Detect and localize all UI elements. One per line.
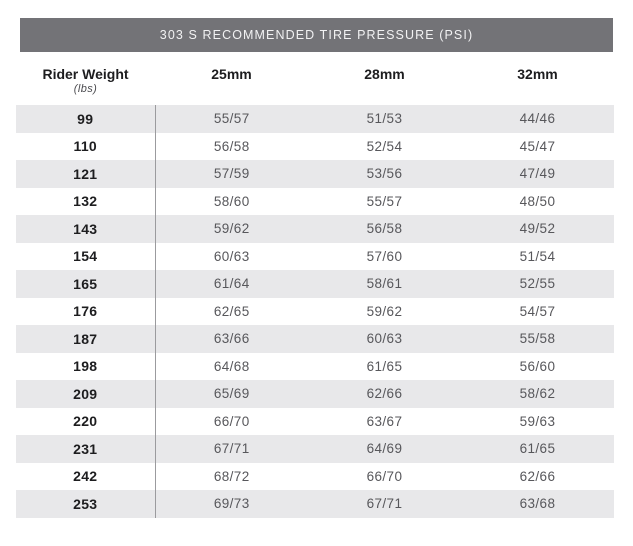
- table-row: 176 62/65 59/62 54/57: [16, 297, 614, 325]
- pressure-value: 52/54: [366, 138, 403, 154]
- pressure-value: 58/62: [519, 386, 556, 402]
- pressure-value: 62/66: [366, 386, 403, 402]
- rider-weight-value: 121: [73, 165, 98, 182]
- column-label: 28mm: [364, 66, 405, 82]
- rider-weight-value: 154: [73, 248, 98, 265]
- rider-weight-value: 253: [73, 495, 98, 512]
- pressure-value: 60/63: [154, 242, 308, 270]
- header-row: Rider Weight (lbs) 25mm 28mm 32mm: [16, 52, 614, 105]
- table-row: 220 66/70 63/67 59/63: [16, 407, 614, 435]
- pressure-value: 59/63: [519, 413, 556, 429]
- pressure-table: Rider Weight (lbs) 25mm 28mm 32mm 99 55/5…: [16, 52, 615, 518]
- table-row: 110 56/58 52/54 45/47: [16, 132, 614, 160]
- table-body: 99 55/57 51/53 44/46 110 56/58 52/54 45/47 121 57…: [16, 105, 614, 518]
- pressure-value: 60/63: [366, 331, 403, 347]
- pressure-value: 59/62: [154, 215, 308, 243]
- column-label: Rider Weight: [42, 66, 129, 82]
- pressure-value: 61/65: [366, 358, 403, 374]
- rider-weight-value: 132: [73, 193, 98, 210]
- table-header: Rider Weight (lbs) 25mm 28mm 32mm: [16, 52, 614, 105]
- rider-weight-value: 165: [73, 275, 98, 292]
- pressure-value: 61/65: [519, 441, 556, 457]
- pressure-value: 47/49: [519, 166, 556, 182]
- pressure-value: 67/71: [154, 435, 308, 463]
- rider-weight-value: 231: [73, 440, 98, 457]
- pressure-value: 58/60: [154, 187, 308, 215]
- pressure-value: 56/58: [154, 132, 308, 160]
- pressure-value: 62/66: [519, 468, 556, 484]
- pressure-value: 57/60: [366, 248, 403, 264]
- pressure-value: 55/57: [154, 105, 308, 133]
- column-header-28mm: 28mm: [308, 52, 461, 105]
- pressure-value: 59/62: [366, 303, 403, 319]
- rider-weight-value: 242: [73, 468, 98, 485]
- table-row: 231 67/71 64/69 61/65: [16, 435, 614, 463]
- pressure-value: 63/66: [154, 325, 308, 353]
- pressure-value: 44/46: [519, 111, 556, 127]
- pressure-value: 49/52: [519, 221, 556, 237]
- pressure-value: 68/72: [154, 462, 308, 490]
- pressure-value: 66/70: [366, 468, 403, 484]
- column-header-rider-weight: Rider Weight (lbs): [16, 52, 155, 105]
- pressure-value: 58/61: [366, 276, 403, 292]
- table-row: 165 61/64 58/61 52/55: [16, 270, 614, 298]
- pressure-value: 63/67: [366, 413, 403, 429]
- pressure-value: 66/70: [154, 407, 308, 435]
- pressure-value: 54/57: [519, 303, 556, 319]
- pressure-value: 69/73: [154, 490, 308, 518]
- pressure-value: 57/59: [154, 160, 308, 188]
- pressure-value: 63/68: [519, 496, 556, 512]
- pressure-value: 55/57: [366, 193, 403, 209]
- rider-weight-value: 99: [77, 110, 94, 127]
- table-row: 209 65/69 62/66 58/62: [16, 380, 614, 408]
- column-header-25mm: 25mm: [155, 52, 308, 105]
- chart-title-bar: 303 S RECOMMENDED TIRE PRESSURE (PSI): [20, 18, 613, 52]
- table-row: 198 64/68 61/65 56/60: [16, 352, 614, 380]
- pressure-value: 51/54: [519, 248, 556, 264]
- rider-weight-value: 143: [73, 220, 98, 237]
- pressure-value: 45/47: [519, 138, 556, 154]
- chart-title: 303 S RECOMMENDED TIRE PRESSURE (PSI): [159, 28, 474, 42]
- pressure-value: 56/58: [366, 221, 403, 237]
- pressure-value: 56/60: [519, 358, 556, 374]
- column-label: 32mm: [517, 66, 558, 82]
- rider-weight-value: 220: [73, 413, 98, 430]
- table-row: 242 68/72 66/70 62/66: [16, 462, 614, 490]
- pressure-value: 62/65: [154, 297, 308, 325]
- table-row: 99 55/57 51/53 44/46: [16, 105, 614, 133]
- pressure-value: 52/55: [519, 276, 556, 292]
- column-label: 25mm: [211, 66, 252, 82]
- pressure-value: 65/69: [154, 380, 308, 408]
- rider-weight-value: 198: [73, 358, 98, 375]
- pressure-value: 64/68: [154, 352, 308, 380]
- column-header-32mm: 32mm: [461, 52, 614, 105]
- rider-weight-value: 176: [73, 303, 98, 320]
- table-row: 132 58/60 55/57 48/50: [16, 187, 614, 215]
- rider-weight-value: 209: [73, 385, 98, 402]
- table-row: 253 69/73 67/71 63/68: [16, 490, 614, 518]
- pressure-value: 67/71: [366, 496, 403, 512]
- pressure-value: 51/53: [366, 111, 403, 127]
- column-sublabel: (lbs): [73, 83, 98, 95]
- pressure-value: 64/69: [366, 441, 403, 457]
- pressure-value: 55/58: [519, 331, 556, 347]
- table-row: 121 57/59 53/56 47/49: [16, 160, 614, 188]
- table-row: 143 59/62 56/58 49/52: [16, 215, 614, 243]
- rider-weight-value: 110: [73, 138, 97, 155]
- rider-weight-value: 187: [73, 330, 98, 347]
- pressure-value: 48/50: [519, 193, 556, 209]
- pressure-value: 53/56: [366, 166, 403, 182]
- pressure-value: 61/64: [154, 270, 308, 298]
- table-row: 154 60/63 57/60 51/54: [16, 242, 614, 270]
- table-row: 187 63/66 60/63 55/58: [16, 325, 614, 353]
